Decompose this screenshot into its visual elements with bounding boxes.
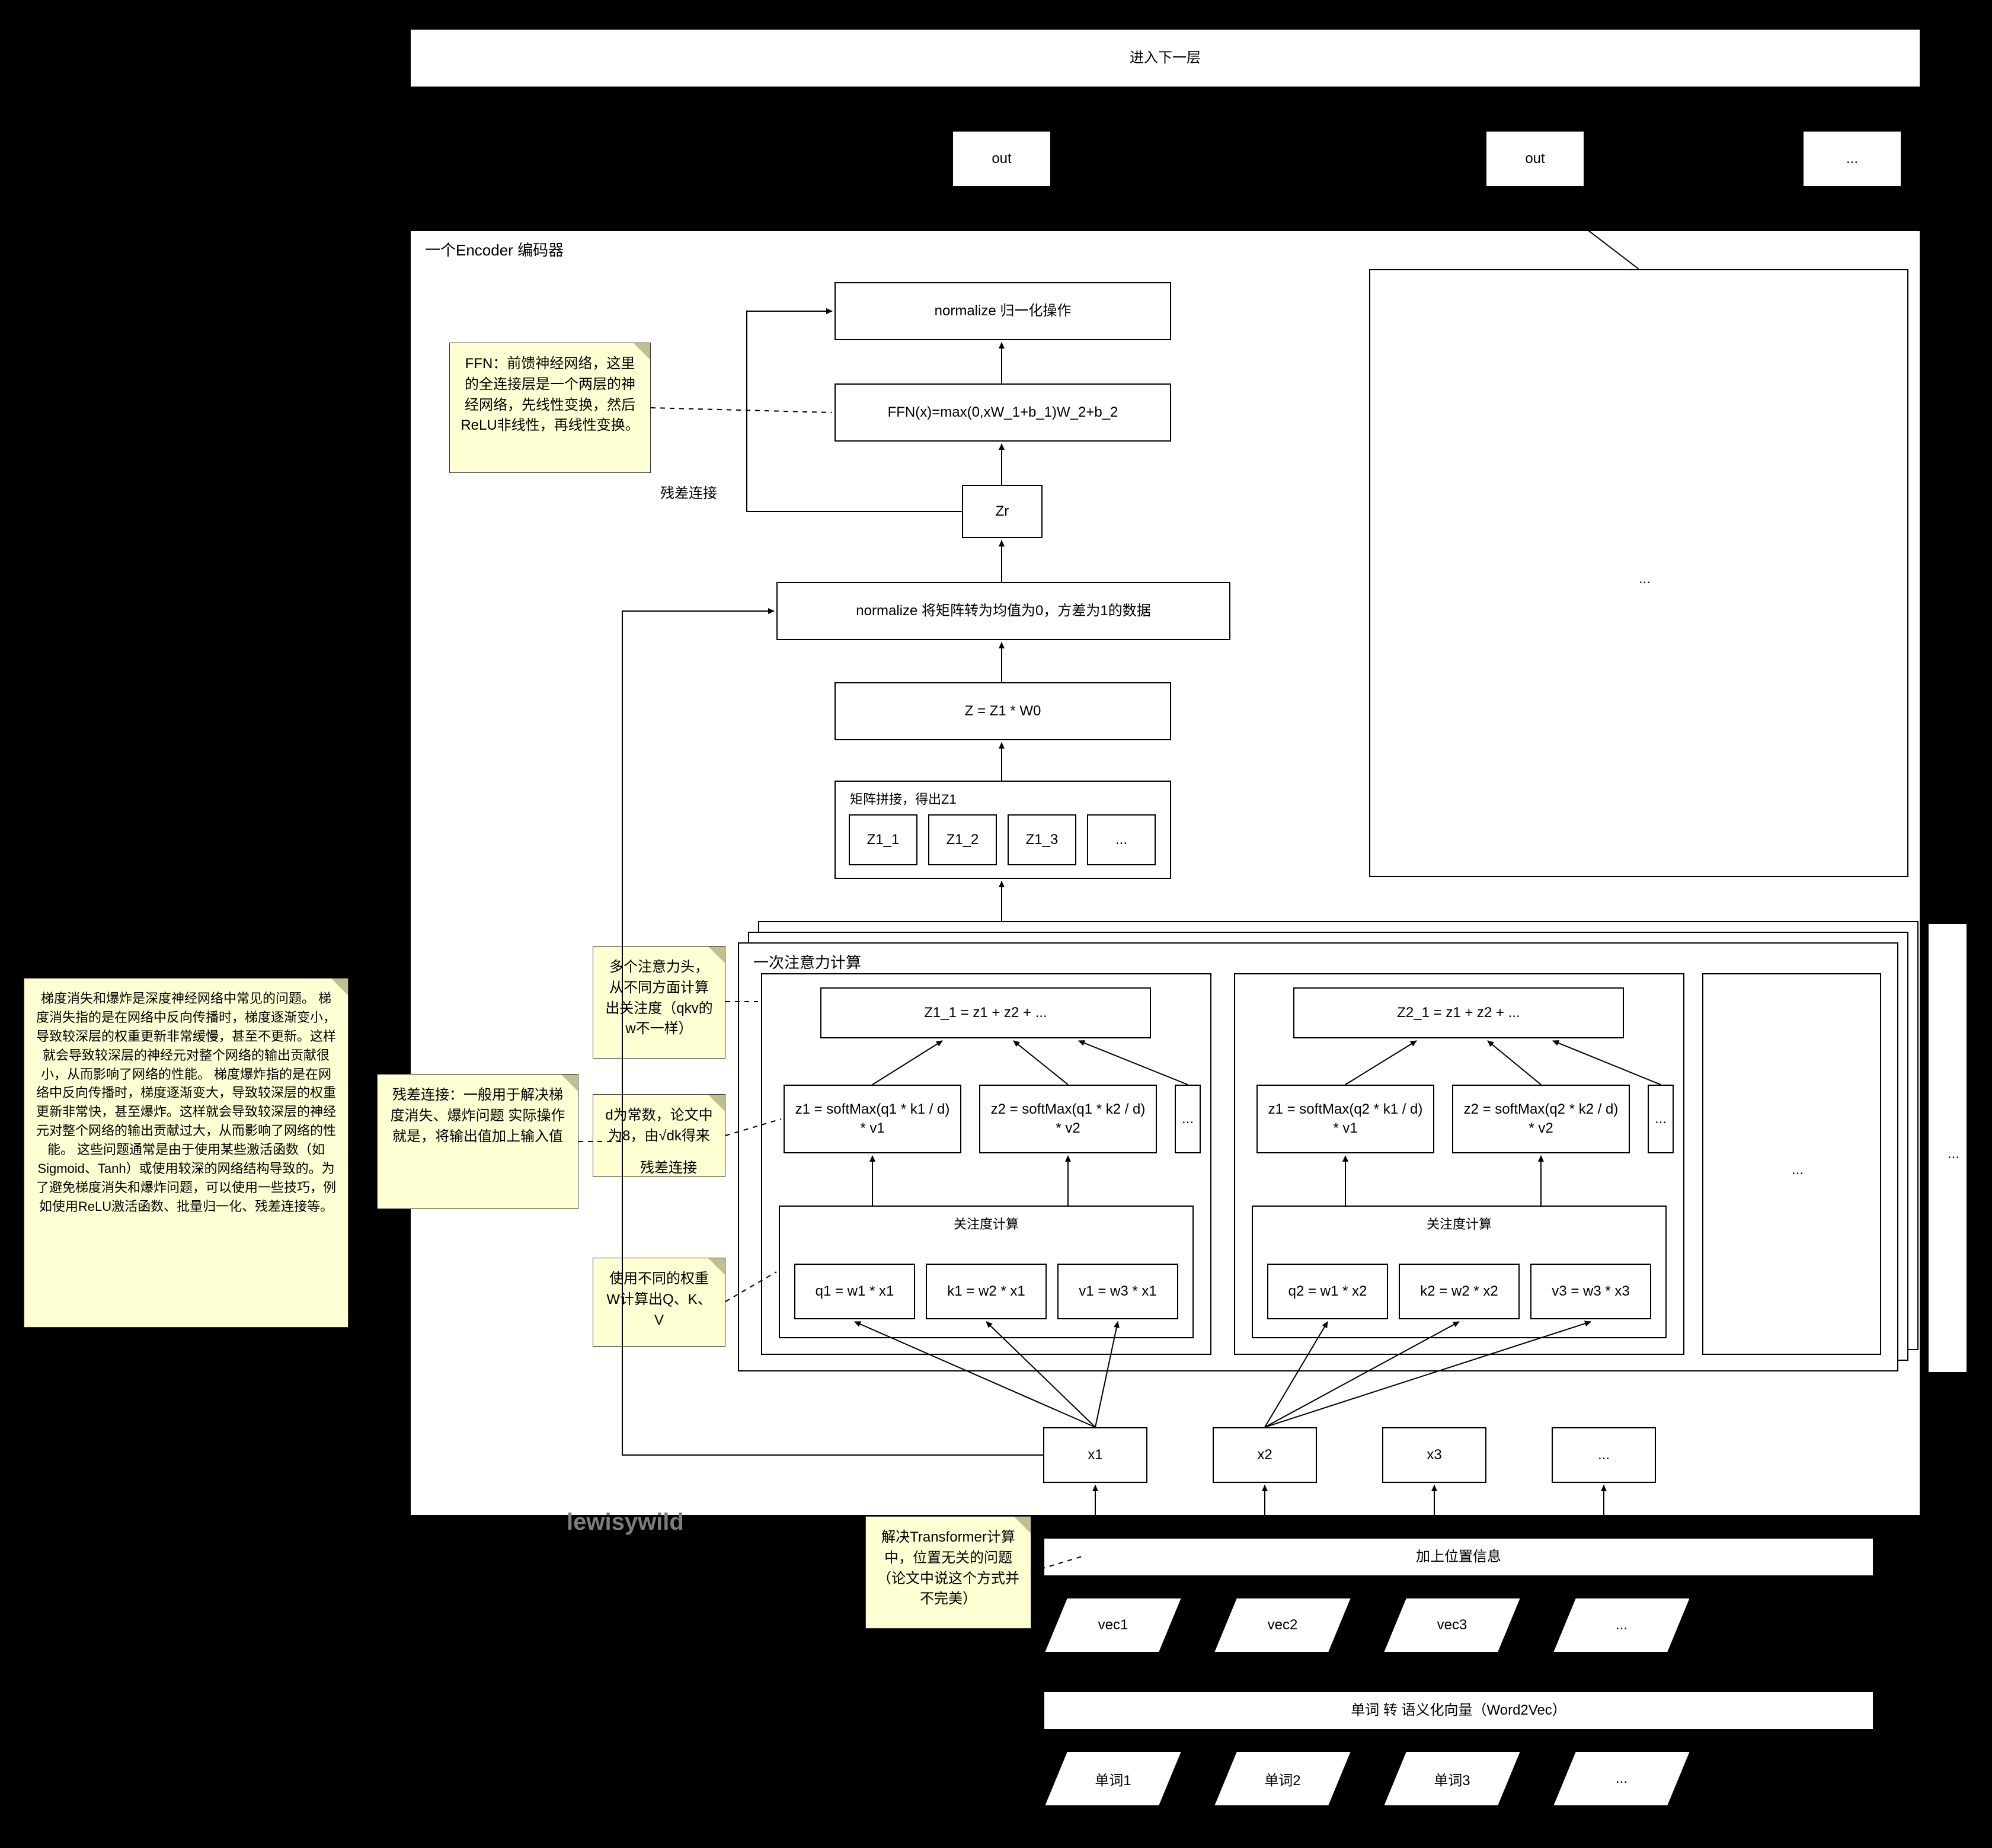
head2-zdots: ... — [1648, 1085, 1674, 1153]
head2-sum: Z2_1 = z1 + z2 + ... — [1293, 987, 1624, 1038]
head1-calc-title: 关注度计算 — [954, 1214, 1019, 1233]
note-residual: 残差连接：一般用于解决梯度消失、爆炸问题 实际操作就是，将输出值加上输入值 — [377, 1074, 578, 1209]
next-layer-label: 进入下一层 — [1124, 43, 1207, 73]
attention-title: 一次注意力计算 — [753, 951, 861, 973]
encoder-title: 一个Encoder 编码器 — [425, 238, 564, 260]
normalize1-box: normalize 归一化操作 — [834, 282, 1171, 340]
concat-title: 矩阵拼接，得出Z1 — [850, 789, 957, 808]
residual-label-2: 残差连接 — [640, 1156, 697, 1176]
word3: 单词3 — [1382, 1750, 1522, 1807]
encoder-right-placeholder: ... — [1369, 269, 1908, 877]
note-pos: 解决Transformer计算中，位置无关的问题（论文中说这个方式并不完美） — [865, 1516, 1031, 1629]
ffn-box: FFN(x)=max(0,xW_1+b_1)W_2+b_2 — [834, 383, 1171, 442]
head2-q: q2 = w1 * x2 — [1267, 1264, 1388, 1319]
note-gradient: 梯度消失和爆炸是深度神经网络中常见的问题。 梯度消失指的是在网络中反向传播时，梯… — [24, 978, 348, 1328]
note-weights: 使用不同的权重W计算出Q、K、V — [593, 1258, 725, 1347]
concat-z12: Z1_2 — [928, 814, 997, 865]
concat-dots: ... — [1087, 814, 1156, 865]
x2-box: x2 — [1213, 1427, 1317, 1483]
head1-q: q1 = w1 * x1 — [794, 1264, 915, 1319]
posenc-bar: 加上位置信息 — [1043, 1537, 1874, 1577]
out-box-dots: ... — [1802, 130, 1902, 187]
word-dots: ... — [1552, 1750, 1692, 1807]
vec-dots: ... — [1552, 1597, 1692, 1654]
concat-z13: Z1_3 — [1008, 814, 1076, 865]
zr-box: Zr — [962, 485, 1043, 538]
watermark: lewisywild — [567, 1509, 684, 1536]
head2-z1: z1 = softMax(q2 * k1 / d) * v1 — [1256, 1085, 1434, 1153]
w2v-bar: 单词 转 语义化向量（Word2Vec） — [1043, 1691, 1874, 1730]
note-ffn: FFN：前馈神经网络，这里的全连接层是一个两层的神经网络，先线性变换，然后ReL… — [449, 343, 651, 473]
word1: 单词1 — [1043, 1750, 1183, 1807]
head2-z2: z2 = softMax(q2 * k2 / d) * v2 — [1452, 1085, 1630, 1153]
head2-v: v3 = w3 * x3 — [1530, 1264, 1651, 1319]
z-eq-box: Z = Z1 * W0 — [834, 682, 1171, 740]
head1-k: k1 = w2 * x1 — [926, 1264, 1047, 1319]
head2-k: k2 = w2 * x2 — [1399, 1264, 1520, 1319]
vec3: vec3 — [1382, 1597, 1522, 1654]
x-dots-box: ... — [1552, 1427, 1656, 1483]
head1-zdots: ... — [1175, 1085, 1201, 1153]
vec1: vec1 — [1043, 1597, 1183, 1654]
word2: 单词2 — [1213, 1750, 1352, 1807]
head1-z1: z1 = softMax(q1 * k1 / d) * v1 — [784, 1085, 961, 1153]
encoder-right-dots: ... — [1370, 270, 1919, 888]
x3-box: x3 — [1382, 1427, 1486, 1483]
note-multihead: 多个注意力头，从不同方面计算出关注度（qkv的w不一样） — [593, 946, 725, 1059]
out-box-1: out — [952, 130, 1051, 187]
head1-sum: Z1_1 = z1 + z2 + ... — [820, 987, 1151, 1038]
next-layer-box: 进入下一层 — [410, 28, 1921, 88]
vec2: vec2 — [1213, 1597, 1352, 1654]
normalize2-box: normalize 将矩阵转为均值为0，方差为1的数据 — [776, 582, 1230, 640]
head2-calc-title: 关注度计算 — [1427, 1214, 1492, 1233]
head1-v: v1 = w3 * x1 — [1057, 1264, 1178, 1319]
residual-label-1: 残差连接 — [660, 481, 717, 502]
head1-z2: z2 = softMax(q1 * k2 / d) * v2 — [979, 1085, 1157, 1153]
x1-box: x1 — [1043, 1427, 1147, 1483]
concat-z11: Z1_1 — [849, 814, 917, 865]
out-box-2: out — [1485, 130, 1585, 187]
